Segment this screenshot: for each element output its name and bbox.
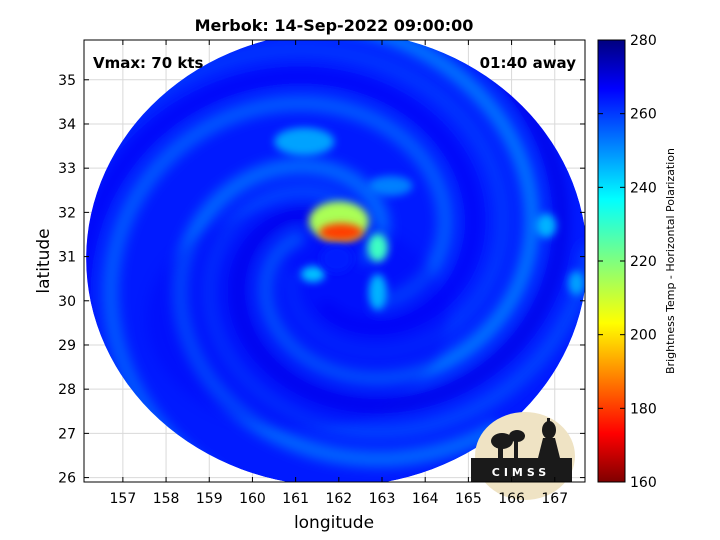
y-tick-label: 34 [58, 117, 76, 133]
x-tick-label: 165 [455, 491, 482, 507]
vmax-annotation: Vmax: 70 kts [93, 54, 203, 72]
x-tick-label: 164 [412, 491, 439, 507]
y-tick-label: 30 [58, 294, 76, 310]
y-tick-label: 35 [58, 73, 76, 89]
microwave-swath [86, 40, 585, 482]
feature-inner-band-west [300, 266, 325, 283]
feature-eyewall-east [367, 233, 388, 262]
logo-text: CIMSS [492, 466, 550, 479]
x-tick-label: 159 [196, 491, 223, 507]
colorbar-tick-label: 180 [630, 401, 657, 417]
x-tick-label: 157 [110, 491, 137, 507]
colorbar-tick-label: 220 [630, 254, 657, 270]
x-tick-label: 161 [282, 491, 309, 507]
x-tick-label: 167 [541, 491, 568, 507]
colorbar: 160 180 200 220 240 260 280 Brightness Temp - … [597, 33, 677, 491]
cold-region [146, 208, 447, 429]
feature-outer-band-east [536, 213, 557, 238]
y-tick-label: 27 [58, 426, 76, 442]
satellite-dish-icon [491, 430, 525, 458]
chart-title: Merbok: 14-Sep-2022 09:00:00 [195, 16, 474, 35]
spiral-band [172, 158, 502, 468]
colorbar-tick-label: 240 [630, 180, 657, 196]
x-axis: 157 158 159 160 161 162 163 164 165 166 167 [110, 40, 568, 507]
y-axis-label: latitude [34, 228, 54, 293]
y-tick-label: 32 [58, 205, 76, 221]
y-tick-label: 33 [58, 161, 76, 177]
colorbar-tick-label: 260 [630, 107, 657, 123]
feature-eyewall-warm-core [318, 223, 363, 242]
y-tick-label: 28 [58, 382, 76, 398]
feature-outer-band-ne [368, 175, 413, 196]
x-axis-label: longitude [294, 513, 374, 533]
feature-outer-band-north [274, 127, 335, 156]
colorbar-label: Brightness Temp - Horizontal Polarizatio… [664, 148, 677, 374]
feature-inner-band-south [368, 273, 387, 310]
colorbar-tick-label: 280 [630, 33, 657, 49]
feature-outer-band-far-east [568, 271, 585, 296]
axes-frame [83, 39, 586, 483]
y-axis: 26 27 28 29 30 31 32 33 34 35 [58, 73, 585, 487]
x-tick-label: 166 [498, 491, 525, 507]
colorbar-ticks: 160 180 200 220 240 260 280 [598, 33, 657, 491]
feature-eye [320, 244, 353, 273]
spiral-band [102, 95, 454, 482]
x-tick-label: 158 [153, 491, 180, 507]
y-tick-label: 26 [58, 471, 76, 487]
colorbar-tick-label: 160 [630, 475, 657, 491]
logo-sun-disk [475, 412, 575, 500]
time-away-annotation: 01:40 away [480, 54, 577, 72]
x-tick-label: 160 [239, 491, 266, 507]
colorbar-tick-label: 200 [630, 328, 657, 344]
y-tick-label: 29 [58, 338, 76, 354]
x-tick-label: 163 [369, 491, 396, 507]
water-tower-icon [538, 418, 560, 458]
x-tick-label: 162 [325, 491, 352, 507]
y-tick-label: 31 [58, 250, 76, 266]
